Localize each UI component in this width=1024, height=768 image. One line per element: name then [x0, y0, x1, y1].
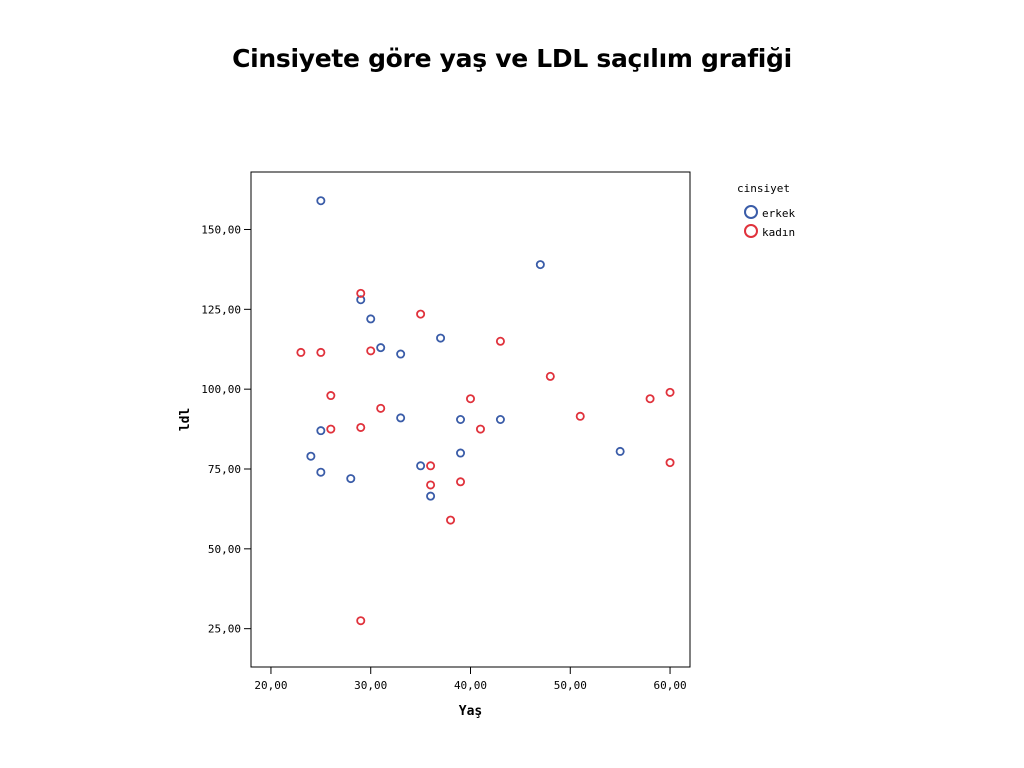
data-point-kadın [316, 347, 326, 357]
data-point-kadın [366, 346, 376, 356]
y-tick-label: 150,00 [201, 223, 241, 236]
data-point-erkek [495, 414, 505, 424]
data-point-kadın [645, 394, 655, 404]
y-axis-title: ldl [178, 408, 193, 431]
data-point-erkek [456, 414, 466, 424]
data-point-erkek [396, 413, 406, 423]
data-point-erkek [366, 314, 376, 324]
x-tick-label: 30,00 [354, 679, 387, 692]
data-point-kadın [665, 458, 675, 468]
data-point-erkek [376, 343, 386, 353]
data-point-kadın [426, 480, 436, 490]
data-point-erkek [535, 260, 545, 270]
legend-marker-erkek [744, 205, 758, 219]
y-tick-label: 100,00 [201, 383, 241, 396]
data-point-erkek [306, 451, 316, 461]
data-point-erkek [396, 349, 406, 359]
data-point-kadın [575, 411, 585, 421]
data-point-kadın [356, 616, 366, 626]
data-point-erkek [346, 474, 356, 484]
data-point-kadın [475, 424, 485, 434]
data-point-kadın [326, 391, 336, 401]
plot-frame [250, 171, 691, 668]
data-point-kadın [545, 371, 555, 381]
data-point-erkek [316, 426, 326, 436]
data-point-erkek [456, 448, 466, 458]
data-point-kadın [356, 288, 366, 298]
data-point-kadın [446, 515, 456, 525]
y-tick-label: 25,00 [208, 623, 241, 636]
y-tick-label: 75,00 [208, 463, 241, 476]
legend-marker-kadın [744, 224, 758, 238]
data-point-erkek [426, 491, 436, 501]
x-tick-label: 40,00 [454, 679, 487, 692]
data-point-kadın [456, 477, 466, 487]
x-tick-label: 20,00 [254, 679, 287, 692]
data-point-erkek [615, 446, 625, 456]
data-point-kadın [356, 422, 366, 432]
data-point-kadın [296, 347, 306, 357]
y-tick-label: 125,00 [201, 303, 241, 316]
x-axis-title: Yaş [459, 704, 482, 719]
data-point-erkek [436, 333, 446, 343]
legend-label-erkek: erkek [762, 207, 795, 220]
x-tick-label: 60,00 [653, 679, 686, 692]
data-point-kadın [495, 336, 505, 346]
legend-label-kadın: kadın [762, 226, 795, 239]
data-point-erkek [316, 196, 326, 206]
legend-title: cinsiyet [737, 182, 790, 195]
data-point-kadın [326, 424, 336, 434]
data-point-kadın [416, 309, 426, 319]
x-tick-label: 50,00 [554, 679, 587, 692]
data-point-kadın [665, 387, 675, 397]
data-point-erkek [416, 461, 426, 471]
slide-title: Cinsiyete göre yaş ve LDL saçılım grafiğ… [232, 44, 792, 73]
data-point-erkek [316, 467, 326, 477]
y-tick-label: 50,00 [208, 543, 241, 556]
data-point-kadın [376, 403, 386, 413]
data-point-kadın [426, 461, 436, 471]
data-point-kadın [465, 394, 475, 404]
